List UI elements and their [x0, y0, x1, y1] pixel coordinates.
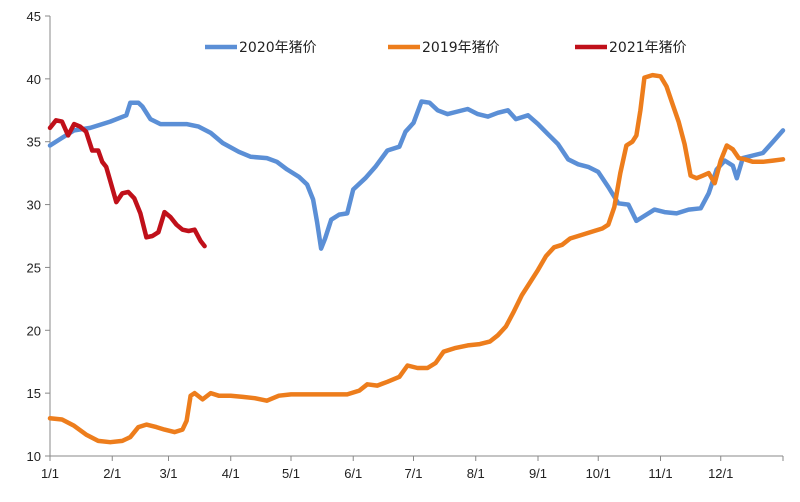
x-tick-label: 1/1	[41, 466, 59, 481]
x-tick-label: 3/1	[159, 466, 177, 481]
y-tick-label: 35	[27, 135, 41, 150]
series-line-2	[47, 118, 207, 249]
y-tick-label: 25	[27, 260, 41, 275]
x-tick-label: 11/1	[648, 466, 672, 481]
series-layer	[47, 72, 786, 445]
legend: 2020年猪价 2019年猪价 2021年猪价	[205, 40, 687, 56]
x-tick-label: 9/1	[529, 466, 547, 481]
y-tick-label: 20	[27, 323, 41, 338]
legend-label-1: 2019年猪价	[422, 40, 500, 56]
x-axis: 1/1 2/1 3/1 4/1 5/1 6/1 7/1 8/1 9/1 10/1 11/1 12/1	[41, 455, 784, 481]
x-tick-label: 12/1	[708, 466, 733, 481]
y-tick-label: 40	[27, 72, 41, 87]
x-tick-label: 8/1	[467, 466, 485, 481]
y-tick-label: 30	[27, 198, 41, 213]
x-tick-label: 4/1	[222, 466, 240, 481]
x-tick-label: 10/1	[586, 466, 611, 481]
x-tick-label: 2/1	[103, 466, 121, 481]
x-tick-label: 6/1	[344, 466, 362, 481]
series-line-1	[47, 72, 786, 445]
legend-label-0: 2020年猪价	[239, 40, 317, 56]
y-tick-label: 10	[27, 449, 41, 464]
x-tick-label: 7/1	[404, 466, 422, 481]
series-line-0	[47, 99, 786, 251]
y-axis: 10 15 20 25 30 35 40 45	[27, 9, 51, 464]
y-tick-label: 45	[27, 9, 41, 24]
x-tick-label: 5/1	[282, 466, 300, 481]
legend-label-2: 2021年猪价	[609, 40, 687, 56]
y-tick-label: 15	[27, 386, 41, 401]
